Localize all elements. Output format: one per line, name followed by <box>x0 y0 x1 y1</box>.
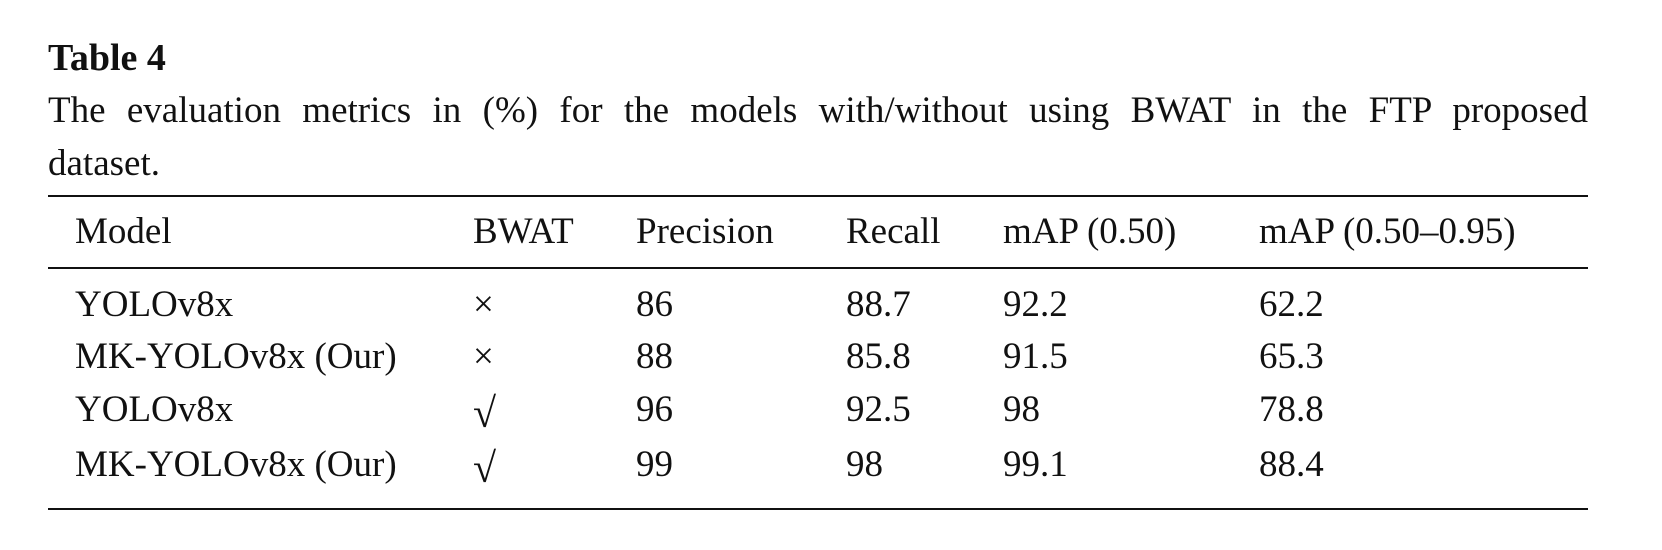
table-cell: YOLOv8x <box>75 389 234 430</box>
table-cell: 98 <box>1003 389 1040 430</box>
table-cell: 88 <box>636 336 673 377</box>
column-header: Recall <box>846 211 941 252</box>
table-cell: 88.4 <box>1259 444 1324 485</box>
table-caption: The evaluation metrics in (%) for the mo… <box>48 90 1588 184</box>
column-header: BWAT <box>473 211 574 252</box>
table-cell: 65.3 <box>1259 336 1324 377</box>
table-cell: 99.1 <box>1003 444 1068 485</box>
table-cell: 92.2 <box>1003 284 1068 325</box>
table-cell: 85.8 <box>846 336 911 377</box>
table-cell: 62.2 <box>1259 284 1324 325</box>
table-cell: 96 <box>636 389 673 430</box>
table-cell: MK-YOLOv8x (Our) <box>75 336 397 377</box>
column-header: mAP (0.50–0.95) <box>1259 211 1516 252</box>
bwat-symbol: √ <box>473 446 497 492</box>
table-cell: MK-YOLOv8x (Our) <box>75 444 397 485</box>
table-title: Table 4 <box>48 37 166 79</box>
table-cell: 78.8 <box>1259 389 1324 430</box>
table-cell: YOLOv8x <box>75 284 234 325</box>
table-cell: 92.5 <box>846 389 911 430</box>
header-rule <box>48 267 1588 269</box>
table-cell: 98 <box>846 444 883 485</box>
bwat-symbol: × <box>473 336 494 377</box>
column-header: Precision <box>636 211 774 252</box>
table-cell: 99 <box>636 444 673 485</box>
bwat-symbol: √ <box>473 391 497 437</box>
column-header: Model <box>75 211 172 252</box>
table-cell: 86 <box>636 284 673 325</box>
top-rule <box>48 195 1588 197</box>
table-cell: 91.5 <box>1003 336 1068 377</box>
table-cell: 88.7 <box>846 284 911 325</box>
bwat-symbol: × <box>473 284 494 325</box>
bottom-rule <box>48 508 1588 510</box>
column-header: mAP (0.50) <box>1003 211 1177 252</box>
